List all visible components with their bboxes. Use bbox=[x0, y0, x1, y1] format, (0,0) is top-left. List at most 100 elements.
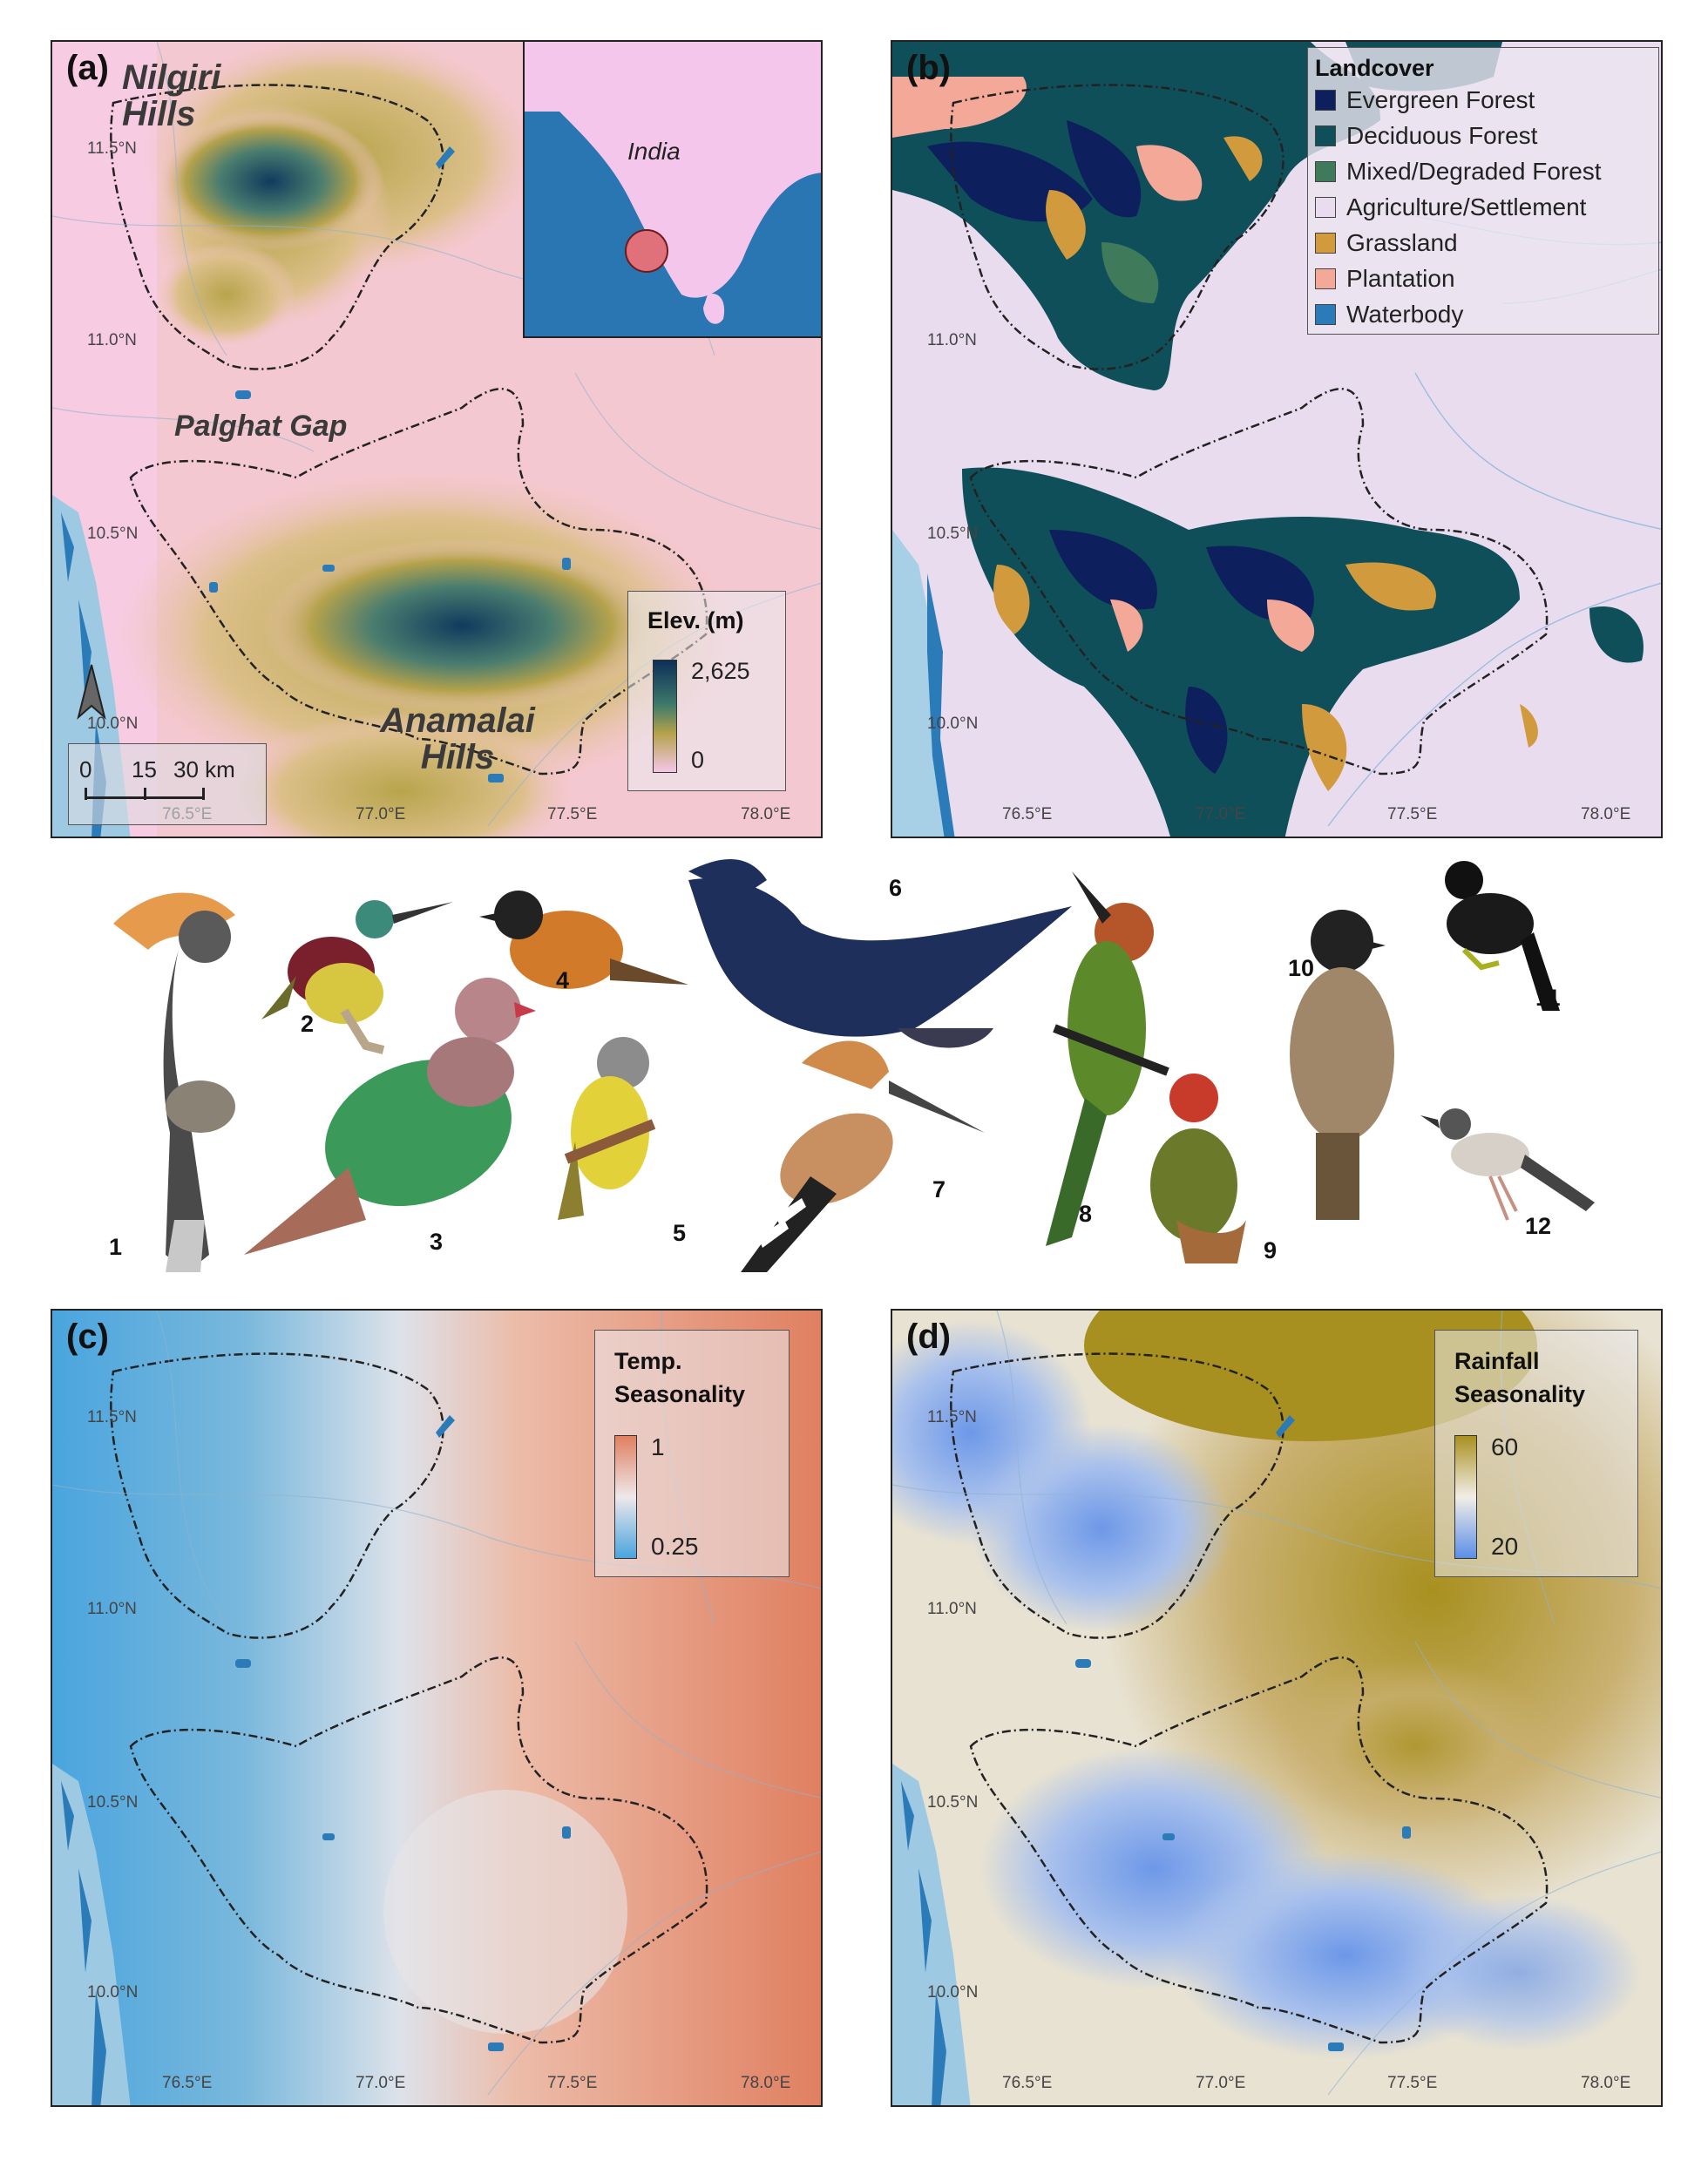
temperature-legend-title-line2: Seasonality bbox=[614, 1381, 746, 1407]
landcover-swatch bbox=[1315, 125, 1336, 146]
temperature-raster bbox=[52, 1311, 821, 2105]
bird-number: 2 bbox=[301, 1011, 315, 1037]
elevation-legend-title: Elev. (m) bbox=[647, 607, 744, 633]
temperature-colorbar bbox=[614, 1435, 637, 1559]
bird-illustrations: 1 2 3 4 5 6 7 8 9 10 11 12 bbox=[0, 854, 1708, 1316]
rainfall-legend-title-line1: Rainfall bbox=[1454, 1348, 1540, 1374]
bird-11-bushchat-image bbox=[1445, 861, 1560, 1011]
region-anamalai-hills: Anamalai Hills bbox=[380, 701, 535, 776]
panel-b-landcover-map: (b) 11.0°N 10.5°N 10.0°N 76.5°E 77.0°E 7… bbox=[891, 40, 1663, 838]
landcover-swatch bbox=[1315, 196, 1336, 218]
landcover-legend-label: Mixed/Degraded Forest bbox=[1346, 157, 1602, 185]
panel-d-label: (d) bbox=[906, 1318, 952, 1356]
lat-tick: 10.5°N bbox=[927, 525, 979, 543]
bird-number: 8 bbox=[1079, 1201, 1093, 1227]
inset-label-india: India bbox=[627, 138, 681, 165]
lon-tick: 76.5°E bbox=[1002, 2074, 1053, 2092]
lon-tick: 78.0°E bbox=[741, 805, 791, 823]
landcover-legend-label: Waterbody bbox=[1346, 300, 1464, 328]
bird-7-hoopoe-image bbox=[741, 1040, 985, 1272]
landcover-legend-label: Deciduous Forest bbox=[1346, 121, 1538, 149]
bird-number: 11 bbox=[1535, 985, 1561, 1011]
bird-12-prinia-image bbox=[1420, 1108, 1595, 1221]
panel-c-label: (c) bbox=[66, 1318, 109, 1356]
lat-tick: 11.0°N bbox=[87, 1600, 137, 1618]
landcover-legend-item: Waterbody bbox=[1315, 296, 1658, 332]
lat-tick: 11.0°N bbox=[927, 1600, 977, 1618]
lat-tick: 10.0°N bbox=[87, 715, 139, 733]
bird-9-barbet-image bbox=[1150, 1074, 1246, 1263]
elevation-legend-max: 2,625 bbox=[691, 658, 750, 684]
rainfall-legend-min: 20 bbox=[1491, 1533, 1519, 1560]
rainfall-legend-max: 60 bbox=[1491, 1433, 1519, 1460]
landcover-swatch bbox=[1315, 268, 1336, 289]
lon-tick: 78.0°E bbox=[741, 2074, 791, 2092]
landcover-legend-label: Grassland bbox=[1346, 228, 1458, 256]
lat-tick: 10.5°N bbox=[87, 1793, 139, 1812]
panel-d-rainfall-seasonality-map: (d) 11.5°N 11.0°N 10.5°N 10.0°N 76.5°E 7… bbox=[891, 1309, 1663, 2107]
elevation-legend-min: 0 bbox=[691, 747, 705, 773]
landcover-legend-label: Agriculture/Settlement bbox=[1346, 193, 1587, 220]
bird-4-flycatcher-image bbox=[479, 891, 688, 989]
bird-number: 5 bbox=[673, 1220, 687, 1246]
region-nilgiri-hills: Nilgiri Hills bbox=[122, 58, 221, 133]
lat-tick: 10.5°N bbox=[87, 525, 139, 543]
panel-b-label: (b) bbox=[906, 49, 952, 87]
bird-number: 7 bbox=[932, 1176, 946, 1202]
lon-tick: 78.0°E bbox=[1581, 2074, 1631, 2092]
landcover-swatch bbox=[1315, 89, 1336, 111]
landcover-legend: Landcover Evergreen Forest Deciduous Fore… bbox=[1307, 47, 1659, 335]
scale-tick: 15 bbox=[132, 756, 157, 782]
rainfall-colorbar bbox=[1454, 1435, 1477, 1559]
landcover-swatch bbox=[1315, 160, 1336, 182]
bird-1-hornbill-image bbox=[113, 892, 235, 1272]
landcover-legend-title: Landcover bbox=[1315, 55, 1434, 81]
temperature-legend: Temp. Seasonality 1 0.25 bbox=[594, 1330, 790, 1577]
lat-tick: 11.5°N bbox=[87, 139, 137, 158]
lon-tick: 77.5°E bbox=[1387, 2074, 1438, 2092]
landcover-legend-label: Plantation bbox=[1346, 264, 1455, 292]
north-arrow-icon bbox=[77, 664, 106, 720]
bird-5-canary-flycatcher-image bbox=[558, 1037, 656, 1220]
bird-number: 6 bbox=[889, 875, 903, 901]
scale-tick: 0 bbox=[79, 756, 92, 782]
landcover-legend-item: Evergreen Forest bbox=[1315, 82, 1658, 118]
rainfall-legend-title-line2: Seasonality bbox=[1454, 1381, 1586, 1407]
lon-tick: 77.0°E bbox=[356, 805, 406, 823]
bird-6-drongo-image bbox=[688, 859, 1072, 1048]
lon-tick: 77.0°E bbox=[356, 2074, 406, 2092]
lon-tick: 77.5°E bbox=[1387, 805, 1438, 823]
temperature-legend-min: 0.25 bbox=[651, 1533, 699, 1560]
lon-tick: 76.5°E bbox=[1002, 805, 1053, 823]
lat-tick: 10.0°N bbox=[927, 1983, 979, 2002]
bird-number: 4 bbox=[556, 967, 570, 993]
bird-number: 12 bbox=[1525, 1213, 1552, 1239]
lat-tick: 10.0°N bbox=[87, 1983, 139, 2002]
landcover-legend-item: Plantation bbox=[1315, 261, 1658, 296]
lat-tick: 11.0°N bbox=[927, 331, 977, 349]
lon-tick: 77.0°E bbox=[1196, 805, 1246, 823]
panel-c-temperature-seasonality-map: (c) 11.5°N 11.0°N 10.5°N 10.0°N 76.5°E 7… bbox=[51, 1309, 823, 2107]
scale-tick: 30 km bbox=[173, 756, 235, 782]
bird-number: 3 bbox=[430, 1229, 444, 1255]
landcover-legend-item: Mixed/Degraded Forest bbox=[1315, 153, 1658, 189]
bird-8-bee-eater-image bbox=[1046, 871, 1169, 1246]
temperature-legend-title-line1: Temp. bbox=[614, 1348, 682, 1374]
rainfall-legend: Rainfall Seasonality 60 20 bbox=[1434, 1330, 1638, 1577]
scale-bar: 0 15 30 km bbox=[68, 743, 267, 825]
bird-number: 9 bbox=[1264, 1237, 1278, 1263]
temperature-legend-max: 1 bbox=[651, 1433, 665, 1460]
landcover-swatch bbox=[1315, 232, 1336, 254]
panel-a-label: (a) bbox=[66, 49, 109, 87]
region-palghat-gap: Palghat Gap bbox=[174, 410, 348, 443]
lon-tick: 77.5°E bbox=[547, 805, 598, 823]
lon-tick: 77.5°E bbox=[547, 2074, 598, 2092]
bird-10-bulbul-image bbox=[1290, 910, 1394, 1220]
elevation-colorbar bbox=[653, 660, 677, 773]
lon-tick: 76.5°E bbox=[162, 2074, 213, 2092]
landcover-legend-item: Grassland bbox=[1315, 225, 1658, 261]
panel-a-elevation-map: (a) Nilgiri Hills Palghat Gap Anamalai H… bbox=[51, 40, 823, 838]
landcover-legend-item: Deciduous Forest bbox=[1315, 118, 1658, 153]
lat-tick: 11.0°N bbox=[87, 331, 137, 349]
lat-tick: 11.5°N bbox=[87, 1408, 137, 1426]
